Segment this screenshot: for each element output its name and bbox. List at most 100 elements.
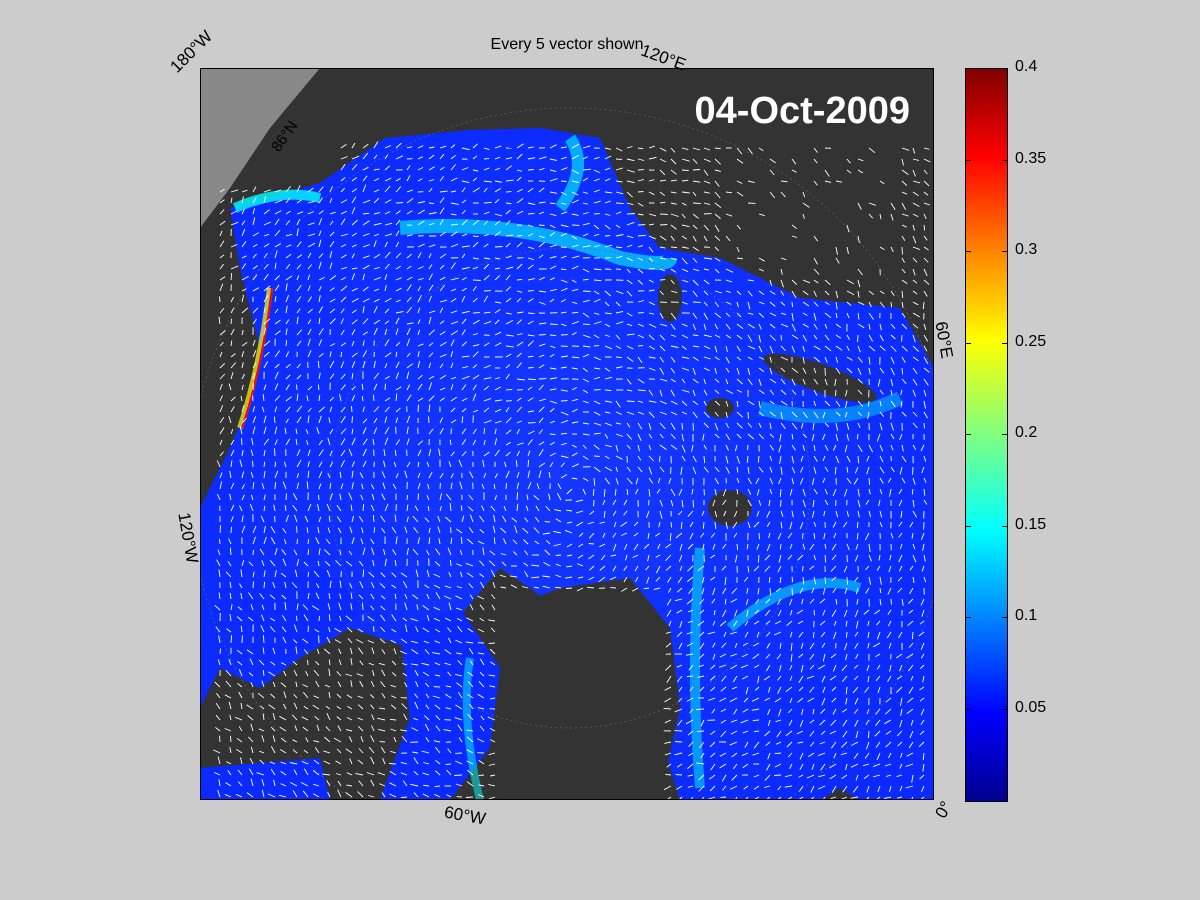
drift-vector [923,367,930,373]
drift-vector [714,301,720,308]
drift-vector [697,675,705,678]
drift-vector [274,548,278,556]
drift-vector [472,169,479,172]
map-frame [200,68,934,800]
drift-vector [480,658,485,666]
drift-vector [214,772,221,776]
drift-vector [832,444,837,451]
drift-vector [923,422,925,429]
drift-vector [560,202,567,205]
drift-vector [272,735,276,743]
drift-vector [318,483,322,490]
drift-vector [373,189,380,193]
drift-vector [466,538,474,545]
drift-vector [898,488,903,495]
drift-vector [593,224,600,230]
drift-vector [670,279,675,285]
drift-vector [571,421,579,424]
drift-vector [678,510,683,516]
drift-vector [626,213,635,215]
drift-vector [714,411,719,417]
drift-vector [824,169,830,177]
drift-vector [571,444,577,448]
drift-vector [703,268,709,271]
drift-vector [879,466,885,474]
drift-vector [846,367,853,374]
drift-vector [505,451,511,457]
drift-vector [841,664,848,672]
drift-vector [329,373,335,380]
drift-vector [270,726,276,732]
drift-vector [687,565,694,572]
drift-vector [274,275,281,281]
drift-vector [505,157,513,160]
drift-vector [797,554,804,561]
drift-vector [411,727,419,732]
drift-vector [692,180,701,183]
drift-vector [318,317,321,325]
drift-vector [681,444,686,453]
drift-vector [340,143,347,149]
drift-vector [406,198,414,204]
drift-vector [285,328,288,336]
drift-vector [274,395,281,402]
drift-vector [285,396,292,402]
drift-vector [908,598,914,604]
drift-vector [835,246,838,255]
drift-vector [780,290,785,296]
drift-vector [560,211,568,215]
drift-vector [657,543,661,550]
drift-vector [553,530,562,534]
drift-vector [318,339,323,347]
drift-vector [912,323,919,329]
drift-vector [450,177,458,182]
drift-vector [879,455,884,463]
drift-vector [846,422,850,430]
drift-vector [868,510,872,518]
drift-vector [515,460,518,468]
drift-vector [214,681,221,688]
drift-vector [263,450,266,457]
drift-vector [362,220,370,226]
drift-vector [306,395,309,402]
drift-vector [549,377,558,380]
drift-vector [362,427,367,435]
drift-vector [370,779,375,787]
drift-vector [692,367,696,375]
colorbar-tick-mark [966,708,971,710]
drift-vector [505,388,513,391]
drift-vector [241,220,246,226]
drift-vector [912,477,916,485]
drift-vector [318,449,324,457]
drift-vector [868,345,876,352]
drift-vector [790,653,793,662]
drift-vector [455,760,463,765]
drift-vector [626,356,634,363]
drift-vector [516,235,523,237]
drift-vector [340,266,348,270]
drift-vector [339,471,342,479]
drift-vector [845,620,848,627]
drift-vector [218,779,221,787]
drift-vector [250,449,254,457]
drift-vector [764,774,771,781]
drift-vector [505,179,514,182]
drift-vector [493,537,496,545]
drift-vector [710,752,716,758]
drift-vector [450,384,454,391]
drift-vector [721,565,727,571]
drift-vector [791,466,796,474]
drift-vector [531,576,540,579]
drift-vector [439,307,444,314]
drift-vector [450,288,457,292]
drift-vector [758,389,765,395]
drift-vector [736,422,743,429]
drift-vector [406,504,409,512]
drift-vector [637,433,642,441]
drift-vector [349,758,353,765]
drift-vector [802,301,810,307]
drift-vector [428,316,432,325]
drift-vector [411,649,419,655]
drift-vector [274,461,277,468]
drift-vector [647,532,650,539]
